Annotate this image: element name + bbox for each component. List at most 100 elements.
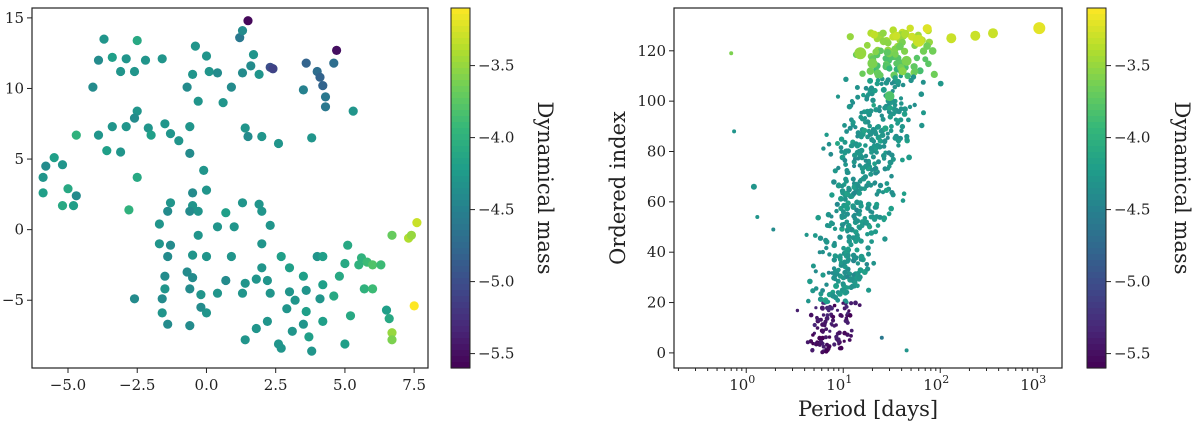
data-point <box>879 335 884 340</box>
colorbar-band <box>1087 326 1106 333</box>
data-point <box>884 39 892 47</box>
data-point <box>864 219 869 225</box>
data-point <box>825 313 830 317</box>
data-point <box>892 102 898 108</box>
data-point <box>920 79 926 85</box>
data-point <box>845 285 850 290</box>
data-point <box>854 47 867 60</box>
data-point <box>345 311 356 321</box>
data-point <box>795 308 800 313</box>
colorbar-band <box>1087 290 1106 297</box>
data-point <box>877 104 882 110</box>
data-point <box>376 260 386 270</box>
data-point <box>906 117 911 123</box>
data-point <box>868 182 874 188</box>
data-point <box>251 274 261 284</box>
data-point <box>870 154 876 160</box>
data-point <box>237 288 248 298</box>
data-point <box>871 216 878 222</box>
data-point <box>859 70 866 77</box>
data-point <box>810 348 815 352</box>
data-point <box>844 316 849 321</box>
data-point <box>881 144 887 149</box>
data-point <box>846 33 854 41</box>
data-point <box>930 70 938 78</box>
data-point <box>836 337 841 342</box>
colorbar-tick-label: −5.5 <box>1114 345 1150 363</box>
data-point <box>834 201 840 207</box>
data-point <box>852 157 857 162</box>
data-point <box>899 128 904 133</box>
data-point <box>852 163 857 169</box>
data-point <box>262 316 272 326</box>
data-point <box>409 301 419 311</box>
data-point <box>845 274 850 279</box>
colorbar-band <box>1087 170 1106 177</box>
data-point <box>890 156 896 162</box>
data-point <box>817 296 824 303</box>
data-point <box>329 58 339 68</box>
colorbar-band <box>451 122 470 129</box>
data-point <box>851 213 857 219</box>
data-point <box>857 212 862 217</box>
colorbar-band <box>451 116 470 123</box>
colorbar-band <box>451 62 470 69</box>
data-point <box>898 96 904 101</box>
data-point <box>226 82 236 92</box>
data-point <box>874 150 879 155</box>
data-point <box>842 330 847 336</box>
data-point <box>877 108 882 114</box>
data-point <box>925 60 932 68</box>
data-point <box>901 191 907 196</box>
data-point <box>901 29 910 39</box>
colorbar-band <box>451 296 470 303</box>
data-point <box>121 54 131 64</box>
data-point <box>876 159 881 165</box>
data-point <box>886 211 892 217</box>
data-point <box>895 78 902 85</box>
data-point <box>919 47 928 55</box>
data-point <box>845 246 851 252</box>
data-point <box>814 306 818 310</box>
data-point <box>946 33 957 44</box>
data-point <box>839 213 845 219</box>
colorbar-band <box>1087 128 1106 135</box>
data-point <box>818 291 824 297</box>
data-point <box>870 210 875 215</box>
data-point <box>900 82 906 88</box>
data-point <box>845 257 851 263</box>
colorbar-band <box>1087 278 1106 285</box>
data-point <box>846 170 851 175</box>
data-point <box>845 252 851 259</box>
data-point <box>132 172 142 182</box>
data-point <box>276 251 286 262</box>
data-point <box>844 205 851 212</box>
data-point <box>832 253 838 259</box>
data-point <box>844 211 851 217</box>
colorbar-band <box>451 248 470 255</box>
data-point <box>867 58 878 69</box>
data-point <box>879 113 884 118</box>
data-point <box>807 278 813 285</box>
left-colorbar-gradient <box>451 8 470 369</box>
colorbar-band <box>451 20 470 27</box>
data-point <box>849 142 855 149</box>
data-point <box>298 271 308 281</box>
colorbar-tick-label: −3.5 <box>478 57 514 75</box>
data-point <box>129 294 140 304</box>
data-point <box>855 235 861 241</box>
colorbar-band <box>1087 344 1106 351</box>
data-point <box>88 82 98 92</box>
colorbar-band <box>451 326 470 333</box>
colorbar-band <box>451 140 470 147</box>
left-colorbar-frame <box>450 7 471 369</box>
data-point <box>828 151 834 157</box>
data-point <box>819 305 825 311</box>
colorbar-band <box>1087 14 1106 21</box>
data-point <box>824 316 830 321</box>
data-point <box>823 299 830 305</box>
data-point <box>865 92 871 98</box>
data-point <box>862 174 869 180</box>
colorbar-band <box>1087 104 1106 111</box>
data-point <box>384 314 394 324</box>
